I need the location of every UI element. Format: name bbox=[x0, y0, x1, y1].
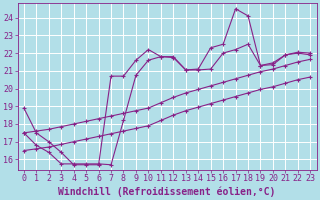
X-axis label: Windchill (Refroidissement éolien,°C): Windchill (Refroidissement éolien,°C) bbox=[58, 186, 276, 197]
